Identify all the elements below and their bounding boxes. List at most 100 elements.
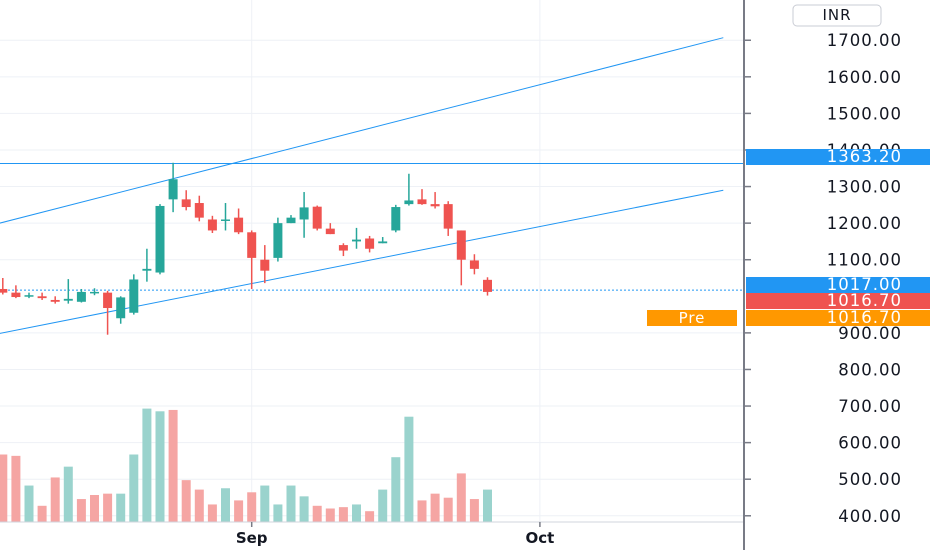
candle[interactable] [456,230,466,286]
candle[interactable] [37,292,47,300]
candle[interactable] [116,296,126,324]
candle-body [469,260,479,269]
price-tick-label: 500.00 [838,470,902,489]
volume-bar [142,408,152,522]
candle-body [352,239,361,242]
candle-body [247,232,257,258]
candle-body [207,219,217,231]
candle[interactable] [0,278,8,295]
candle[interactable] [194,195,204,222]
candle-body [273,223,283,258]
candle-body [221,219,230,221]
candle-body [456,230,466,260]
candle-body [11,292,21,298]
volume-bar [352,504,361,522]
volume-bar [37,505,47,522]
pre-market-badge-bg [647,310,737,326]
price-tick-label: 1100.00 [827,251,902,270]
volume-bar [63,466,73,522]
candle[interactable] [247,230,257,289]
candle[interactable] [207,215,217,234]
volume-bar [207,504,217,522]
candle[interactable] [63,279,73,304]
candle[interactable] [483,277,492,296]
candle-body [483,279,492,292]
candle[interactable] [129,274,139,315]
volume-bar [129,454,139,522]
price-tag-bg [746,149,930,165]
time-axis[interactable]: Sep Oct [236,522,554,547]
price-tick-label: 1600.00 [827,68,902,87]
volume-bar [103,493,113,522]
candle-body [50,299,60,302]
currency-button-frame[interactable] [792,4,882,27]
price-tag-bg [746,293,930,309]
drawing-lines[interactable] [0,37,744,336]
candle-body [181,199,191,208]
candle[interactable] [417,189,427,205]
volume-bar [24,485,34,522]
volume-bar [11,455,21,522]
candle[interactable] [155,204,165,275]
candle[interactable] [168,162,178,213]
candle-body [63,298,73,301]
candle-body [260,259,270,271]
candle-body [286,217,296,224]
candle[interactable] [469,254,479,275]
candle[interactable] [103,290,113,335]
candle[interactable] [221,203,230,231]
candle[interactable] [378,237,388,244]
candle[interactable] [443,201,453,236]
candle[interactable] [312,205,322,231]
candle[interactable] [234,208,244,235]
candle[interactable] [365,235,375,253]
candle[interactable] [325,223,335,235]
currency-button[interactable]: INR [792,4,882,27]
price-tick-label: 900.00 [838,324,902,343]
candle-body [142,268,152,271]
trend-line[interactable] [0,189,724,335]
candle[interactable] [404,173,414,206]
candle[interactable] [142,248,152,282]
candle[interactable] [11,285,21,299]
candle[interactable] [260,245,270,284]
candle-body [378,241,388,244]
candle-body [37,296,47,299]
price-tick-label: 1700.00 [827,31,902,50]
candle[interactable] [430,192,440,209]
volume-bars [0,408,492,522]
candle[interactable] [286,215,296,224]
candle[interactable] [352,227,361,249]
candle-body [234,217,244,233]
candle[interactable] [24,292,34,299]
candle[interactable] [273,217,283,262]
candle[interactable] [90,288,99,296]
volume-bar [116,493,126,522]
price-tag-bg [746,310,930,326]
volume-bar [181,480,191,522]
price-tick-label: 700.00 [838,397,902,416]
candle-body [90,291,99,294]
candle[interactable] [181,190,191,211]
price-tick-label: 800.00 [838,360,902,379]
currency-label[interactable]: INR [822,6,851,24]
candle[interactable] [391,204,401,233]
candle[interactable] [50,296,60,304]
candle-body [312,206,322,229]
candle-body [24,295,34,297]
candle-body [0,288,8,293]
time-tick-label: Oct [525,529,554,547]
price-tick-label: 600.00 [838,434,902,453]
candle[interactable] [76,288,86,303]
candles[interactable] [0,162,492,335]
volume-bar [312,505,322,522]
volume-bar [391,457,401,522]
candle[interactable] [299,192,309,238]
candle[interactable] [338,243,348,257]
trend-line[interactable] [0,37,724,226]
volume-bar [0,454,8,522]
